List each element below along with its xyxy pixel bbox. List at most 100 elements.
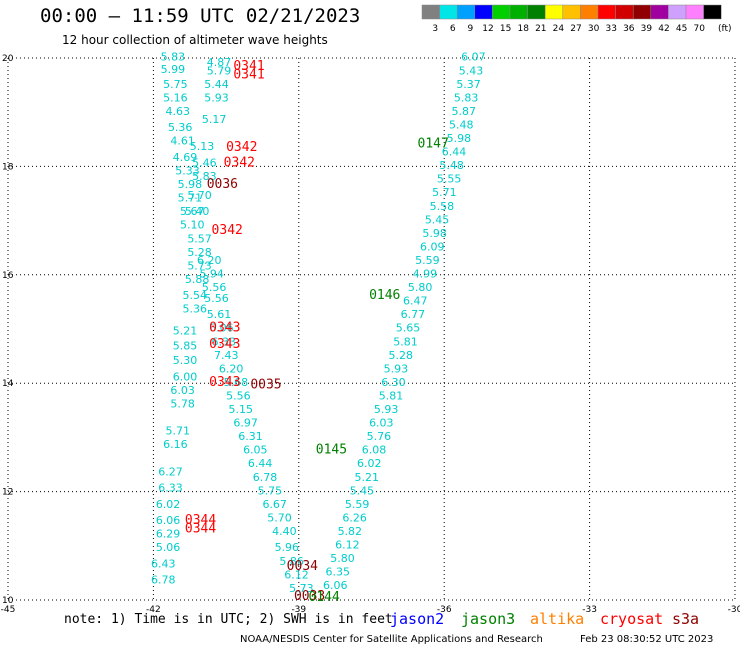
wave-height-label: 5.86 [279,555,304,568]
y-tick-label: 20 [2,54,14,64]
wave-height-label: 6.33 [158,482,183,495]
legend-swatch [597,4,616,20]
wave-height-label: 4.63 [166,105,191,118]
wave-height-label: 5.61 [207,308,232,321]
footer-timestamp: Feb 23 08:30:52 UTC 2023 [580,634,714,645]
legend-swatch [492,4,511,20]
pass-time-label: 0343 [209,375,240,390]
wave-height-label: 5.93 [374,403,399,416]
wave-height-label: 5.96 [275,541,300,554]
wave-height-label: 5.40 [185,205,210,218]
wave-height-label: 5.48 [449,118,474,131]
wave-height-label: 5.87 [451,105,476,118]
wave-height-label: 5.15 [229,403,254,416]
wave-height-label: 5.71 [178,192,203,205]
wave-height-label: 5.30 [173,354,198,367]
wave-height-label: 5.36 [168,121,193,134]
wave-height-label: 6.02 [357,457,382,470]
wave-height-label: 6.02 [156,498,181,511]
mission-name-s3a: s3a [672,610,700,628]
wave-height-label: 6.12 [335,539,360,552]
wave-height-label: 6.20 [197,254,222,267]
wave-height-label: 6.26 [342,511,367,524]
legend-swatch [456,4,476,20]
legend-bin-label: 15 [500,24,511,34]
wave-height-label: 4.69 [173,151,198,164]
wave-height-label: 5.78 [170,398,195,411]
legend-bin-label: 33 [605,24,616,34]
wave-height-label: 5.13 [190,140,215,153]
legend-swatch [439,4,458,20]
wave-height-label: 5.59 [345,498,370,511]
page-title: 00:00 – 11:59 UTC 02/21/2023 [40,5,361,27]
pass-time-label: 0341 [233,59,264,74]
y-tick-label: 14 [2,379,14,389]
wave-height-label: 5.16 [163,91,188,104]
wave-height-label: 5.48 [439,159,464,172]
wave-height-label: 5.98 [422,227,447,240]
wave-height-label: 6.00 [173,370,198,383]
legend-bin-label: 36 [623,24,635,34]
pass-time-label: 0343 [209,337,240,352]
wave-height-label: 5.94 [199,268,224,281]
wave-height-label: 6.44 [248,457,273,470]
wave-height-label: 5.28 [187,246,212,259]
legend-swatch [615,4,634,20]
pass-time-label: 0033 [294,589,325,604]
wave-height-label: 5.81 [393,335,418,348]
wave-height-label: 5.17 [202,113,227,126]
wave-height-label: 6.12 [284,568,309,581]
wave-height-label: 5.71 [432,186,457,199]
wave-height-label: 5.70 [187,189,212,202]
wave-height-label: 6.06 [323,579,348,592]
wave-height-label: 5.67 [180,205,205,218]
legend-swatch [668,4,687,20]
wave-height-label: 6.03 [170,384,195,397]
wave-height-label: 5.71 [166,425,191,438]
legend-bin-label: 42 [658,24,669,34]
mission-name-cryosat: cryosat [600,610,664,628]
pass-time-label: 0341 [233,68,264,83]
wave-height-label: 6.97 [233,417,258,430]
wave-height-label: 4.99 [413,268,438,281]
pass-time-label: 0147 [418,136,449,151]
x-tick-label: -45 [1,605,16,615]
wave-height-label: 5.58 [430,200,455,213]
wave-height-label: 5.83 [454,91,479,104]
wave-height-label: 5.81 [379,389,404,402]
wave-height-label: 4.40 [272,525,297,538]
wave-height-label: 5.21 [355,471,380,484]
wave-height-label: 6.35 [325,566,350,579]
wave-height-label: 5.93 [204,91,229,104]
pass-time-label: 0344 [185,521,216,536]
pass-time-label: 0342 [224,155,255,170]
x-tick-label: -33 [582,605,597,615]
wave-height-label: 5.75 [258,484,283,497]
legend-bin-label: 9 [468,24,474,34]
wave-height-label: 5.56 [226,389,251,402]
x-tick-label: -30 [728,605,740,615]
wave-height-label: 6.08 [362,444,387,457]
wave-height-label: 6.43 [151,557,176,570]
x-tick-label: -42 [146,605,161,615]
wave-height-label: 6.30 [381,376,406,389]
legend-swatch [544,4,564,20]
wave-height-label: 6.33 [212,335,237,348]
wave-height-label: 5.43 [459,64,484,77]
wave-height-label: 5.10 [180,219,205,232]
wave-height-label: 5.70 [267,511,292,524]
note-text: note: 1) Time is in UTC; 2) SWH is in fe… [64,612,393,627]
wave-height-label: 5.59 [415,254,440,267]
wave-height-label: 6.78 [253,471,277,484]
wave-height-label: 5.80 [408,281,433,294]
wave-height-label: 5.98 [178,178,203,191]
legend-bin-label: 30 [588,24,600,34]
wave-height-label: 5.33 [175,165,200,178]
legend-bin-label: 18 [517,24,529,34]
wave-height-label: 6.06 [156,514,181,527]
wave-height-label: 5.56 [202,281,227,294]
legend-bin-label: 39 [641,24,653,34]
wave-height-label: 5.82 [338,525,363,538]
